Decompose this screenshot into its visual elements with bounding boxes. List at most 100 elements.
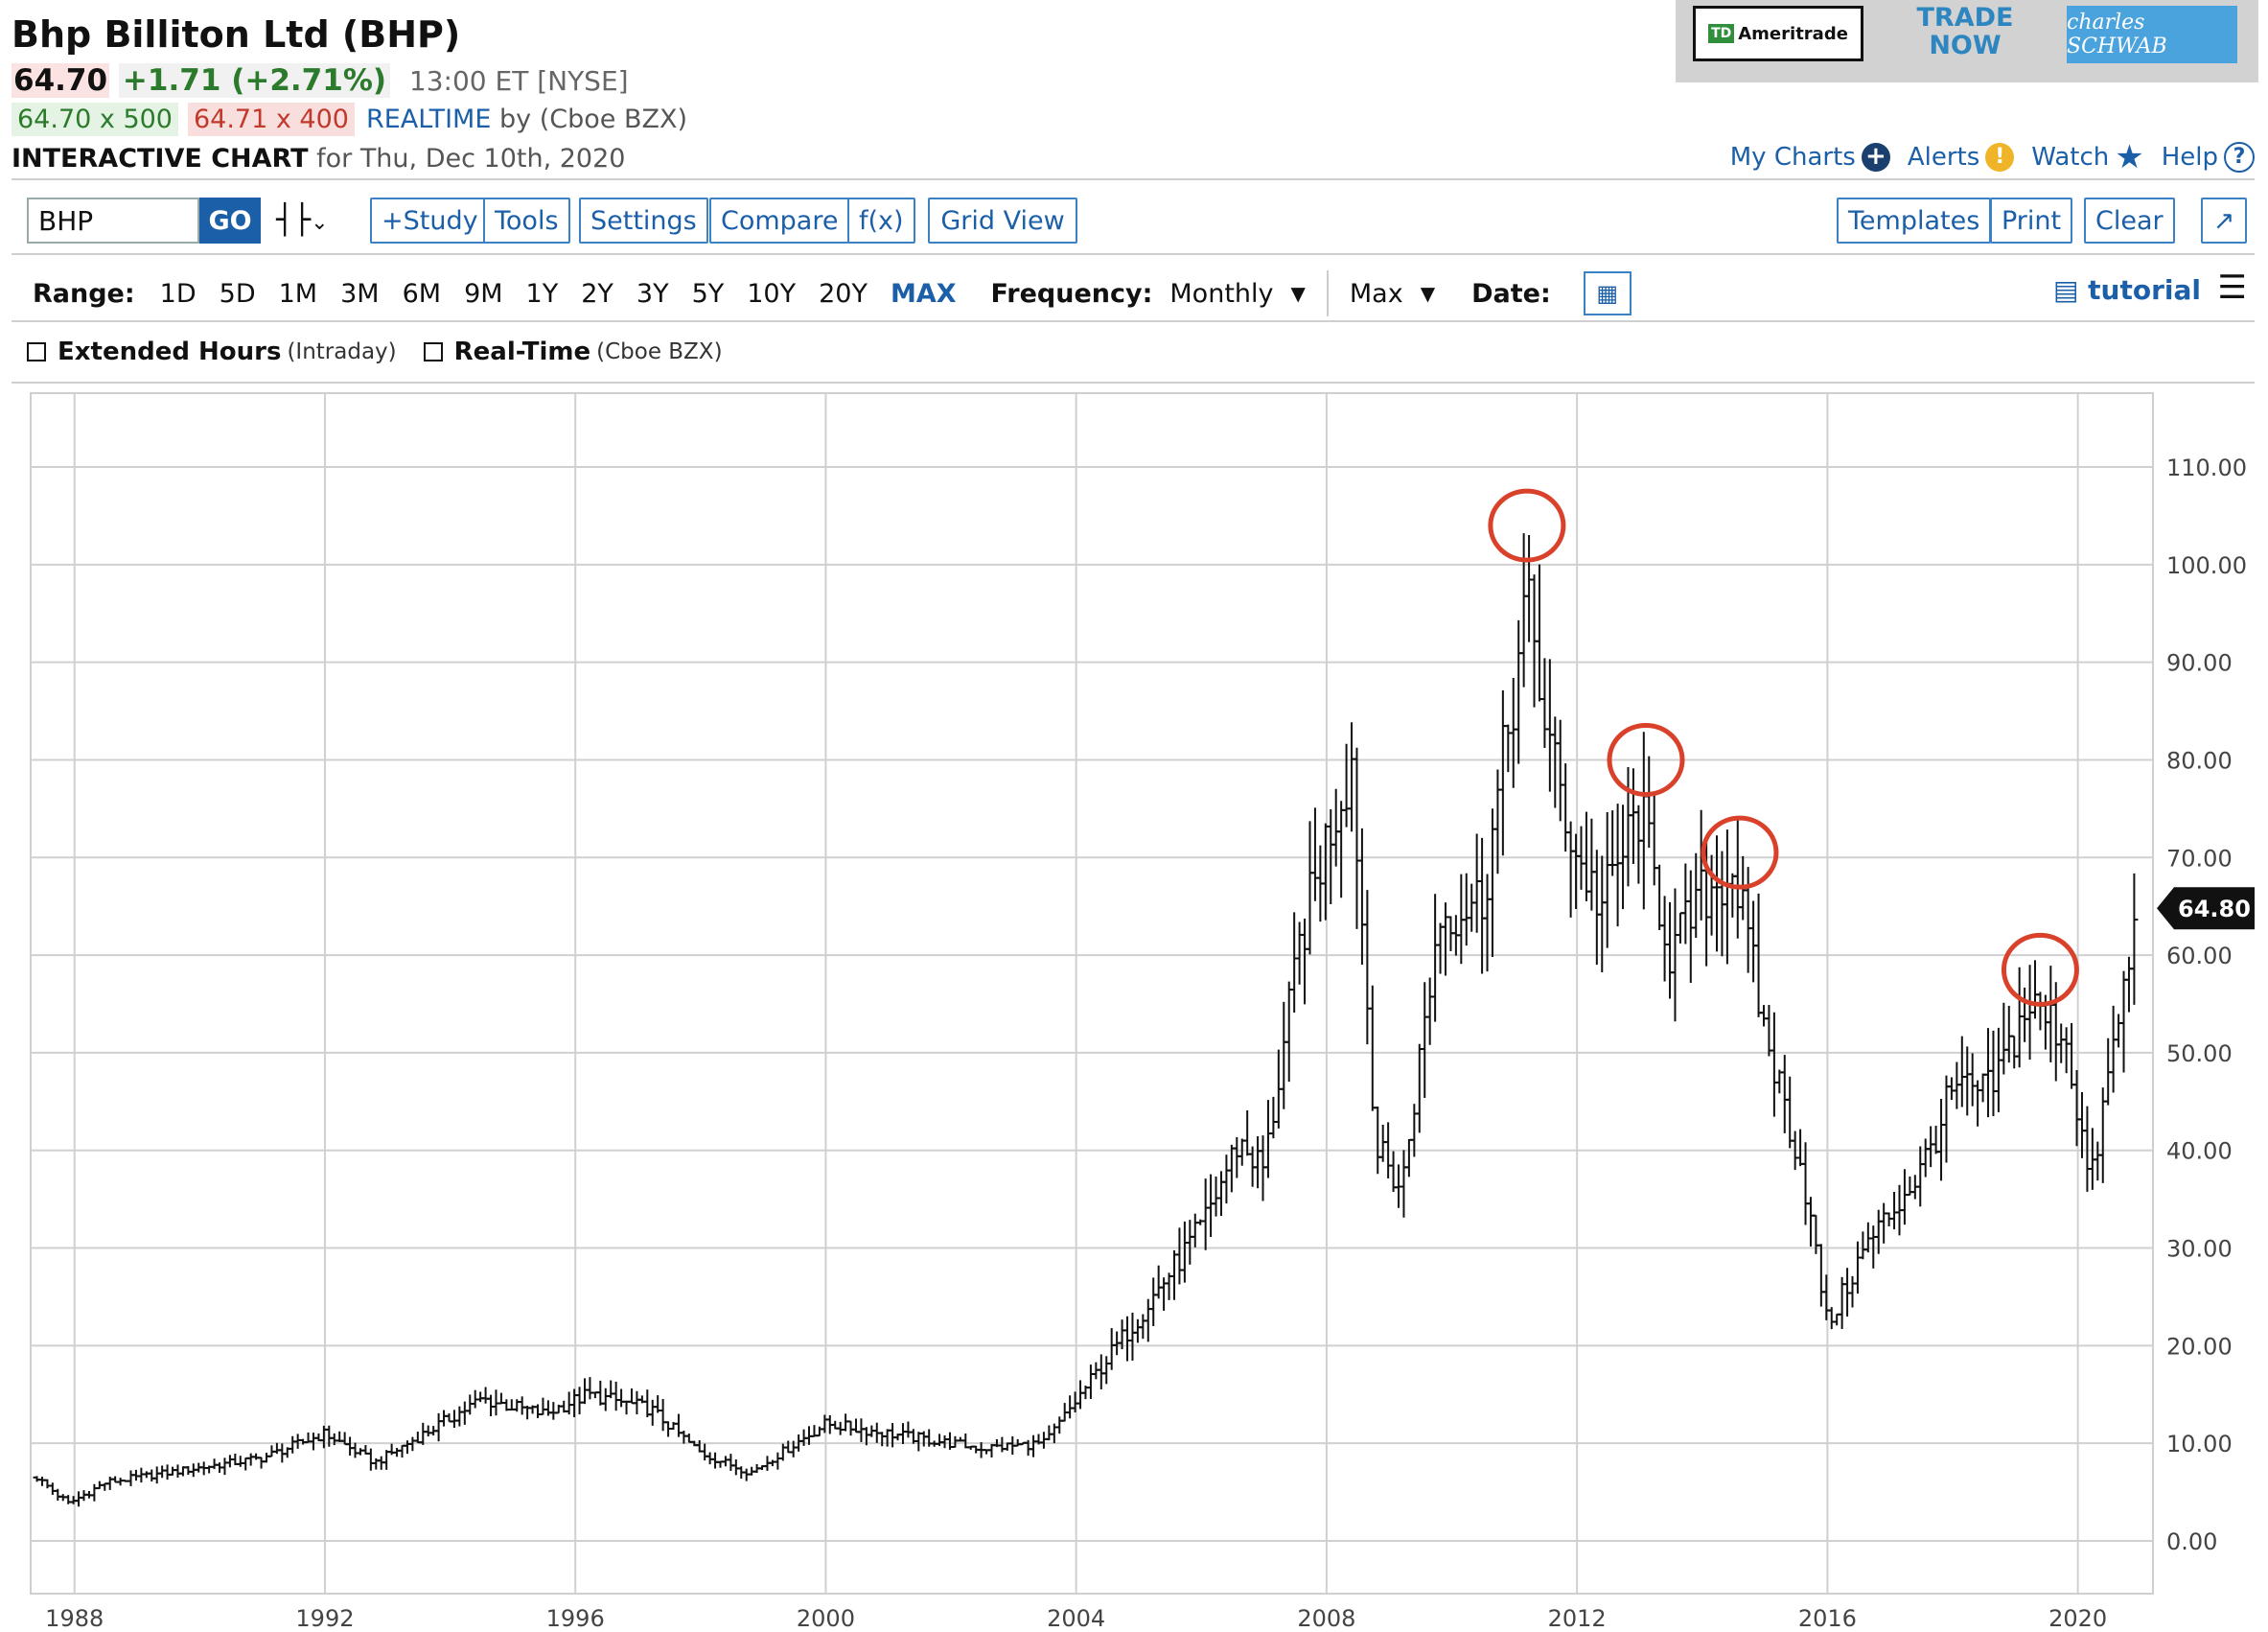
y-tick-label: 70.00 (2166, 845, 2233, 872)
frequency-value: Monthly (1169, 278, 1274, 309)
frequency-label: Frequency: (990, 278, 1153, 309)
settings-button[interactable]: Settings (579, 198, 708, 244)
highlight-circle (2001, 932, 2079, 1007)
quote-time: 13:00 ET [NYSE] (408, 65, 629, 97)
price-change-value: +1.71 (122, 63, 221, 98)
go-button[interactable]: GO (199, 198, 261, 244)
grid-view-button[interactable]: Grid View (928, 198, 1077, 244)
td-ameritrade-ad[interactable]: TD Ameritrade (1693, 6, 1863, 61)
td-ad-label: Ameritrade (1738, 23, 1848, 44)
last-price-label: 64.80 (2178, 896, 2251, 922)
toolbar-divider (12, 253, 2255, 255)
my-charts-link[interactable]: My Charts + (1730, 143, 1890, 172)
range-6m[interactable]: 6M (402, 278, 442, 309)
options-row: Extended Hours (Intraday) Real-Time (Cbo… (27, 338, 723, 366)
realtime-link[interactable]: REALTIME (365, 105, 492, 134)
highlight-circle (1701, 815, 1779, 890)
top-links: My Charts + Alerts! Watch ★ Help? (1730, 141, 2255, 174)
realtime-source: by (Cboe BZX) (499, 105, 687, 134)
page-title: Bhp Billiton Ltd (BHP) (12, 13, 461, 56)
range-max[interactable]: MAX (890, 278, 957, 309)
alert-icon: ! (1985, 143, 2015, 172)
range-3m[interactable]: 3M (340, 278, 380, 309)
date-label: Date: (1471, 278, 1551, 309)
y-tick-label: 100.00 (2166, 552, 2247, 579)
chevron-down-icon: ▼ (1290, 282, 1306, 305)
plus-circle-icon: + (1861, 143, 1890, 172)
watch-label: Watch (2031, 143, 2110, 172)
range-1d[interactable]: 1D (159, 278, 197, 309)
symbol-input[interactable] (27, 198, 199, 244)
alerts-link[interactable]: Alerts! (1908, 143, 2015, 172)
extended-hours-checkbox[interactable] (27, 342, 46, 361)
range-2y[interactable]: 2Y (581, 278, 613, 309)
range-3y[interactable]: 3Y (636, 278, 669, 309)
highlight-circle (1488, 488, 1566, 563)
bid-quote: 64.70 x 500 (12, 103, 178, 136)
frequency-select[interactable]: Monthly ▼ (1169, 279, 1306, 309)
y-tick-label: 110.00 (2166, 455, 2247, 481)
templates-button[interactable]: Templates (1837, 198, 1992, 244)
quote-row: 64.70 +1.71 (+2.71%) 13:00 ET [NYSE] (12, 63, 629, 98)
help-icon: ? (2224, 142, 2255, 173)
tutorial-label: tutorial (2088, 274, 2201, 306)
range-20y[interactable]: 20Y (819, 278, 868, 309)
expand-button[interactable]: ↗ (2201, 198, 2247, 244)
realtime-label: Real-Time (453, 338, 591, 366)
period-select[interactable]: Max ▼ (1350, 279, 1435, 309)
range-row: Range: 1D 5D 1M 3M 6M 9M 1Y 2Y 3Y 5Y 10Y… (33, 270, 1632, 316)
help-label: Help (2161, 143, 2218, 172)
y-tick-label: 20.00 (2166, 1333, 2233, 1360)
last-price-badge (2157, 887, 2255, 930)
help-link[interactable]: Help? (2162, 142, 2255, 173)
last-price: 64.70 (12, 63, 110, 98)
watch-link[interactable]: Watch ★ (2031, 141, 2143, 174)
study-button[interactable]: +Study (370, 198, 490, 244)
range-1m[interactable]: 1M (278, 278, 318, 309)
x-tick-label: 2000 (797, 1605, 855, 1632)
chevron-down-icon: ▼ (1420, 282, 1436, 305)
header-divider (12, 178, 2255, 180)
hamburger-menu-icon[interactable]: ☰ (2217, 268, 2247, 307)
range-divider (12, 320, 2255, 322)
calendar-icon[interactable]: ▦ (1583, 271, 1632, 315)
tools-button[interactable]: Tools (483, 198, 570, 244)
clear-button[interactable]: Clear (2084, 198, 2175, 244)
x-tick-label: 2008 (1297, 1605, 1355, 1632)
y-tick-label: 40.00 (2166, 1138, 2233, 1165)
bid-ask-row: 64.70 x 500 64.71 x 400 REALTIME by (Cboe … (12, 103, 687, 136)
realtime-sub: (Cboe BZX) (596, 339, 723, 364)
extended-hours-sub: (Intraday) (287, 339, 397, 364)
extended-hours-label: Extended Hours (58, 338, 282, 366)
x-tick-label: 2004 (1047, 1605, 1105, 1632)
my-charts-label: My Charts (1729, 143, 1856, 172)
y-tick-label: 10.00 (2166, 1431, 2233, 1457)
print-button[interactable]: Print (1990, 198, 2073, 244)
realtime-checkbox[interactable] (423, 342, 443, 361)
y-tick-label: 60.00 (2166, 943, 2233, 969)
range-label: Range: (33, 278, 135, 309)
chevron-down-icon: ⌄ (311, 211, 329, 235)
x-tick-label: 1988 (45, 1605, 104, 1632)
y-tick-label: 30.00 (2166, 1236, 2233, 1263)
y-tick-label: 80.00 (2166, 747, 2233, 774)
x-tick-label: 1996 (546, 1605, 605, 1632)
range-9m[interactable]: 9M (464, 278, 503, 309)
expand-icon: ↗ (2212, 205, 2235, 236)
ohlc-bar-icon: ┤├ (276, 203, 312, 237)
video-icon: ▤ (2052, 274, 2079, 306)
range-5y[interactable]: 5Y (691, 278, 725, 309)
tutorial-link[interactable]: ▤ tutorial (2053, 274, 2201, 306)
range-5d[interactable]: 5D (219, 278, 256, 309)
range-10y[interactable]: 10Y (747, 278, 797, 309)
td-logo-icon: TD (1708, 24, 1735, 43)
interactive-chart-label: INTERACTIVE CHART (12, 144, 309, 174)
function-button[interactable]: f(x) (847, 198, 915, 244)
x-tick-label: 2020 (2048, 1605, 2107, 1632)
range-1y[interactable]: 1Y (525, 278, 559, 309)
schwab-ad[interactable]: charles SCHWAB (2067, 6, 2237, 63)
trade-now-link[interactable]: TRADE NOW (1916, 3, 2014, 60)
range-separator (1326, 270, 1329, 316)
chart-type-dropdown[interactable]: ┤├⌄ (276, 203, 329, 237)
